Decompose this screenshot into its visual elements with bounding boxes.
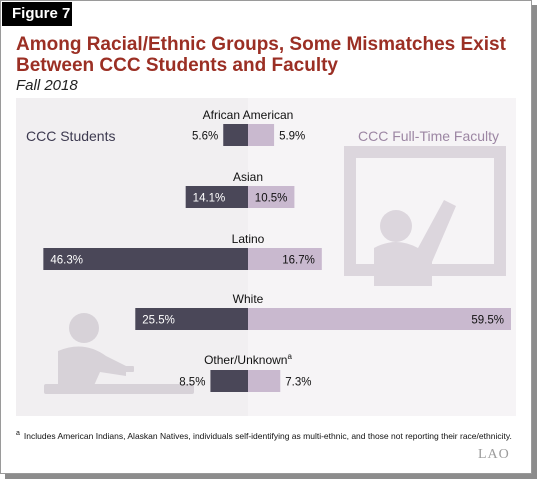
- bar-students: [223, 124, 248, 146]
- teacher-whiteboard-icon: [344, 146, 506, 286]
- data-label-faculty: 16.7%: [282, 255, 315, 267]
- data-label-students: 5.6%: [192, 131, 218, 143]
- category-label: African American: [203, 108, 294, 122]
- lao-logo: LAO: [478, 447, 510, 462]
- bar-students: [185, 186, 248, 208]
- data-label-faculty: 5.9%: [279, 131, 305, 143]
- bar-faculty: [248, 186, 295, 208]
- data-label-faculty: 10.5%: [255, 193, 288, 205]
- student-desk-icon: [44, 313, 194, 394]
- data-label-faculty: 7.3%: [285, 377, 311, 389]
- bar-faculty: [248, 248, 322, 270]
- footnote-text: Includes American Indians, Alaskan Nativ…: [23, 430, 512, 441]
- bar-faculty: [248, 370, 281, 392]
- bar-faculty: [248, 124, 275, 146]
- data-label-faculty: 59.5%: [471, 315, 504, 327]
- legend-faculty: CCC Full-Time Faculty: [358, 128, 500, 144]
- bar-students: [135, 308, 248, 330]
- data-label-students: 25.5%: [142, 315, 175, 327]
- data-label-students: 8.5%: [179, 377, 205, 389]
- footnote-marker: a: [16, 430, 20, 437]
- bar-faculty: [248, 308, 511, 330]
- category-superscript: a: [287, 352, 292, 361]
- footnote: a Includes American Indians, Alaskan Nati…: [16, 428, 516, 442]
- bars-layer: African American 5.6% 5.9% Asian 14.1% 10.5% L…: [43, 108, 511, 392]
- category-label: Other/Unknowna: [204, 352, 292, 367]
- category-label: White: [233, 292, 264, 306]
- figure-label: Figure 7: [2, 2, 72, 26]
- chart-subtitle: Fall 2018: [16, 77, 78, 94]
- chart-title: Among Racial/Ethnic Groups, Some Mismatc…: [16, 34, 506, 76]
- legend-students: CCC Students: [26, 128, 116, 144]
- bar-students: [210, 370, 248, 392]
- bar-students: [43, 248, 248, 270]
- category-label: Asian: [233, 170, 263, 184]
- data-label-students: 14.1%: [193, 193, 226, 205]
- data-label-students: 46.3%: [50, 255, 83, 267]
- category-label: Latino: [232, 232, 265, 246]
